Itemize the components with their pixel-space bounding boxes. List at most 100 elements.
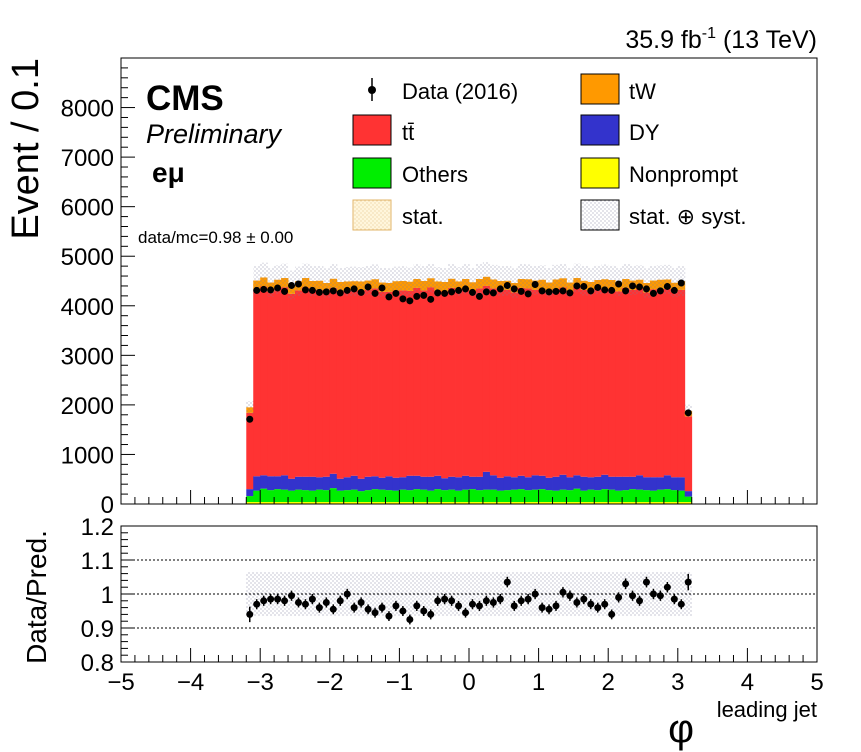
- ratio-point: [322, 599, 330, 606]
- bar-dy: [371, 476, 379, 490]
- data-point: [308, 286, 316, 294]
- bar-nonprompt: [629, 502, 637, 504]
- legend-others-label: Others: [402, 162, 468, 187]
- ratio-point: [489, 599, 497, 606]
- legend-stat-label: stat.: [402, 204, 444, 229]
- data-point: [649, 289, 657, 297]
- bar-nonprompt: [677, 502, 686, 504]
- y-tick-label: 0: [101, 492, 114, 519]
- bar-others: [552, 490, 560, 503]
- ratio-point: [642, 578, 650, 586]
- ratio-point: [420, 607, 428, 615]
- ratio-point: [392, 602, 400, 610]
- ratio-point: [448, 597, 456, 605]
- ratio-unc-band: [684, 571, 693, 617]
- unc-band: [371, 264, 379, 294]
- unc-band: [462, 264, 470, 294]
- bar-ttbar: [643, 292, 651, 478]
- ratio-unc-band: [482, 571, 491, 617]
- cms-label: CMS: [146, 79, 224, 118]
- bar-ttbar: [677, 289, 686, 478]
- ratio-point: [434, 597, 442, 605]
- bar-dy: [663, 475, 672, 490]
- ratio-point: [531, 590, 539, 598]
- ratio-unc-band: [475, 571, 484, 617]
- bar-others: [496, 490, 505, 503]
- data-point: [462, 285, 470, 293]
- data-point: [587, 287, 595, 295]
- x-tick-label: 5: [810, 669, 823, 696]
- bar-others: [580, 490, 588, 503]
- legend-statsyst-label: stat. ⊕ syst.: [629, 204, 746, 229]
- bar-ttbar: [545, 291, 553, 478]
- bar-dy: [510, 477, 519, 490]
- bar-nonprompt: [448, 502, 456, 504]
- unc-band: [322, 268, 331, 298]
- ratio-point: [670, 595, 678, 603]
- bar-others: [434, 489, 442, 503]
- bar-dy: [531, 475, 539, 490]
- bar-ttbar: [531, 289, 539, 476]
- data-point: [350, 285, 358, 293]
- bar-others: [622, 490, 630, 503]
- bar-dy: [677, 477, 686, 491]
- ratio-unc-band: [392, 571, 400, 617]
- bar-nonprompt: [517, 502, 526, 504]
- ratio-panel: 0.8 0.9 1 1.1 1.2 −5 −4 −3 −2 −1 0 1 2 3 4 5 Data/Pred…: [21, 514, 824, 696]
- bar-ttbar: [636, 288, 644, 476]
- unc-band: [336, 267, 345, 297]
- bar-others: [260, 488, 268, 503]
- ratio-point: [566, 592, 574, 600]
- ratio-point: [364, 605, 372, 613]
- bar-dy: [281, 475, 289, 490]
- data-point: [468, 288, 476, 296]
- ratio-point: [482, 597, 490, 605]
- bar-nonprompt: [336, 502, 345, 504]
- y-tick-label: 2000: [61, 393, 114, 420]
- unc-band: [448, 264, 456, 294]
- bar-nonprompt: [301, 502, 310, 504]
- unc-band: [301, 263, 310, 293]
- bar-others: [246, 496, 254, 503]
- bar-ttbar: [608, 289, 616, 477]
- main-data-points: [246, 279, 692, 423]
- ratio-point: [315, 604, 323, 612]
- ratio-point: [622, 580, 630, 588]
- bar-ttbar: [260, 286, 268, 476]
- ratio-point: [510, 602, 518, 610]
- bar-dy: [392, 477, 400, 491]
- ratio-point: [608, 610, 616, 618]
- ratio-point: [629, 592, 637, 600]
- unc-band: [253, 265, 261, 296]
- ratio-unc-band: [510, 571, 519, 617]
- bar-dy: [608, 476, 616, 490]
- data-point: [406, 297, 414, 305]
- unc-band: [538, 265, 546, 295]
- bar-others: [566, 490, 574, 503]
- bar-ttbar: [629, 289, 637, 477]
- bar-ttbar: [496, 290, 505, 478]
- bar-others: [587, 489, 595, 503]
- bar-ttbar: [524, 288, 533, 478]
- bar-dy: [684, 491, 693, 497]
- unc-band: [357, 267, 365, 296]
- data-point: [343, 286, 351, 294]
- bar-ttbar: [566, 291, 574, 478]
- bar-nonprompt: [315, 502, 324, 504]
- bar-ttbar: [684, 416, 693, 492]
- data-point: [524, 290, 532, 298]
- data-point: [322, 288, 330, 296]
- bar-ttbar: [455, 290, 463, 478]
- data-point: [545, 288, 553, 296]
- ratio-point: [552, 602, 560, 610]
- data-point: [531, 280, 539, 288]
- bar-others: [392, 490, 400, 503]
- ratio-point: [524, 595, 532, 603]
- bar-others: [295, 489, 303, 503]
- bar-others: [469, 489, 477, 503]
- unc-band: [643, 268, 651, 298]
- ratio-point: [559, 588, 567, 596]
- x-tick-label: 1: [532, 669, 545, 696]
- bar-dy: [267, 476, 275, 491]
- unc-band: [378, 268, 386, 297]
